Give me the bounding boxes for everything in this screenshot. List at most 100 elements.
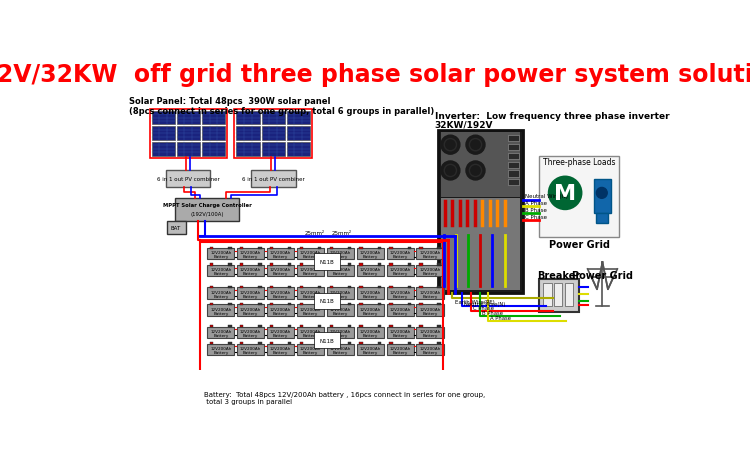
Bar (267, 327, 294, 338)
Bar (329, 343, 333, 344)
Text: Battery: Battery (422, 272, 438, 276)
Bar (386, 265, 414, 277)
Bar (288, 343, 292, 344)
Bar (228, 264, 232, 266)
Bar (237, 305, 264, 316)
Bar (596, 214, 608, 224)
Bar (267, 305, 294, 316)
Text: Battery: Battery (243, 294, 259, 298)
Bar (236, 143, 260, 156)
Bar (152, 127, 175, 141)
Text: Battery: Battery (273, 255, 288, 259)
Circle shape (466, 162, 485, 181)
Bar (437, 343, 441, 344)
Bar (389, 247, 393, 249)
Bar (267, 265, 294, 277)
Bar (539, 280, 579, 312)
Bar (558, 188, 579, 198)
Bar (300, 303, 303, 305)
Text: 12V200Ah: 12V200Ah (389, 268, 411, 272)
Bar (359, 325, 363, 328)
Bar (228, 286, 232, 288)
Text: Battery: Battery (362, 272, 378, 276)
Text: Battery: Battery (303, 350, 318, 354)
Bar (240, 264, 243, 266)
Text: Battery: Battery (243, 350, 259, 354)
Bar (348, 264, 351, 266)
Bar (407, 247, 411, 249)
Bar (210, 343, 214, 344)
Text: Battery: Battery (303, 333, 318, 338)
Text: Battery: Battery (273, 311, 288, 315)
Bar (237, 288, 264, 299)
Bar (386, 288, 414, 299)
Bar (508, 171, 519, 177)
Bar (210, 303, 214, 305)
Text: Battery: Battery (303, 311, 318, 315)
Text: 12V200Ah: 12V200Ah (330, 307, 351, 311)
Text: 12V200Ah: 12V200Ah (419, 346, 441, 350)
Text: Battery: Battery (333, 255, 348, 259)
Bar (378, 264, 381, 266)
Text: Battery: Battery (213, 255, 229, 259)
Bar (258, 303, 262, 305)
Text: Battery: Battery (392, 350, 408, 354)
Bar (152, 112, 175, 125)
Text: Battery: Battery (273, 294, 288, 298)
Bar (416, 327, 443, 338)
Text: 12V200Ah: 12V200Ah (389, 251, 411, 255)
Bar (318, 303, 321, 305)
Bar (386, 327, 414, 338)
Bar (327, 305, 354, 316)
Text: B Phase: B Phase (482, 310, 502, 315)
Bar (286, 112, 310, 125)
Bar (258, 264, 262, 266)
Bar (416, 305, 443, 316)
Bar (207, 344, 235, 356)
Text: 12V200Ah: 12V200Ah (300, 307, 321, 311)
Bar (149, 110, 227, 159)
Bar (389, 303, 393, 305)
Bar (270, 325, 273, 328)
Bar (177, 112, 200, 125)
Text: Battery: Battery (392, 311, 408, 315)
Text: Battery: Battery (362, 333, 378, 338)
Text: Battery: Battery (213, 333, 229, 338)
Text: Neutral Wire(N): Neutral Wire(N) (525, 194, 568, 199)
Bar (210, 247, 214, 249)
Bar (207, 288, 235, 299)
Text: Battery: Battery (362, 255, 378, 259)
Text: Power Grid: Power Grid (549, 239, 610, 249)
Text: Battery: Battery (333, 272, 348, 276)
Circle shape (466, 136, 485, 155)
Text: Solar Panel: Total 48pcs  390W solar panel
(8pcs connect in series for one group: Solar Panel: Total 48pcs 390W solar pane… (128, 97, 433, 116)
Text: 12V200Ah: 12V200Ah (330, 268, 351, 272)
Bar (359, 343, 363, 344)
Bar (236, 127, 260, 141)
Text: Battery: Battery (213, 294, 229, 298)
Text: 12V200Ah: 12V200Ah (359, 290, 381, 294)
Bar (300, 343, 303, 344)
Text: 25mm²: 25mm² (304, 231, 325, 236)
Bar (267, 288, 294, 299)
Bar (389, 286, 393, 288)
Bar (386, 248, 414, 260)
Bar (378, 343, 381, 344)
Bar (508, 136, 519, 142)
Text: Battery: Battery (333, 333, 348, 338)
Bar (508, 163, 519, 169)
Text: B Phase: B Phase (525, 207, 547, 213)
Bar (318, 325, 321, 328)
Bar (207, 265, 235, 277)
Bar (236, 112, 260, 125)
Text: 12V200Ah: 12V200Ah (270, 346, 291, 350)
Bar (348, 303, 351, 305)
Bar (270, 303, 273, 305)
Bar (258, 286, 262, 288)
Bar (240, 325, 243, 328)
Bar (235, 110, 312, 159)
Text: 12V200Ah: 12V200Ah (330, 329, 351, 333)
Text: Battery: Battery (362, 350, 378, 354)
Text: 12V200Ah: 12V200Ah (419, 268, 441, 272)
Bar (327, 288, 354, 299)
